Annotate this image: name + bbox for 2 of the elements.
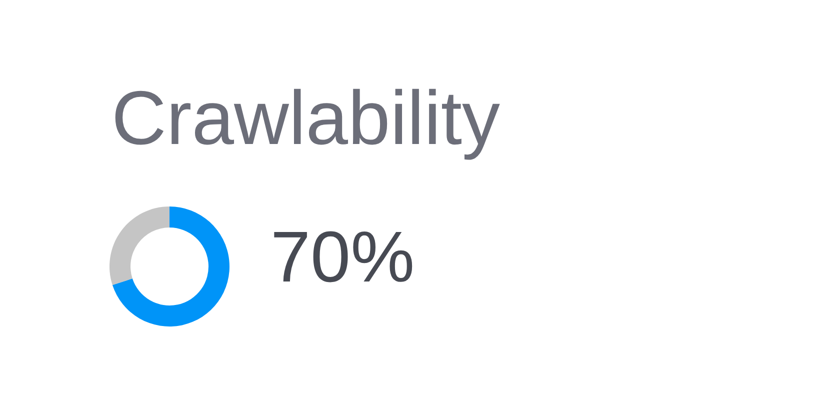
chart-title: Crawlability: [112, 76, 500, 161]
data-label: 70%: [270, 218, 415, 298]
